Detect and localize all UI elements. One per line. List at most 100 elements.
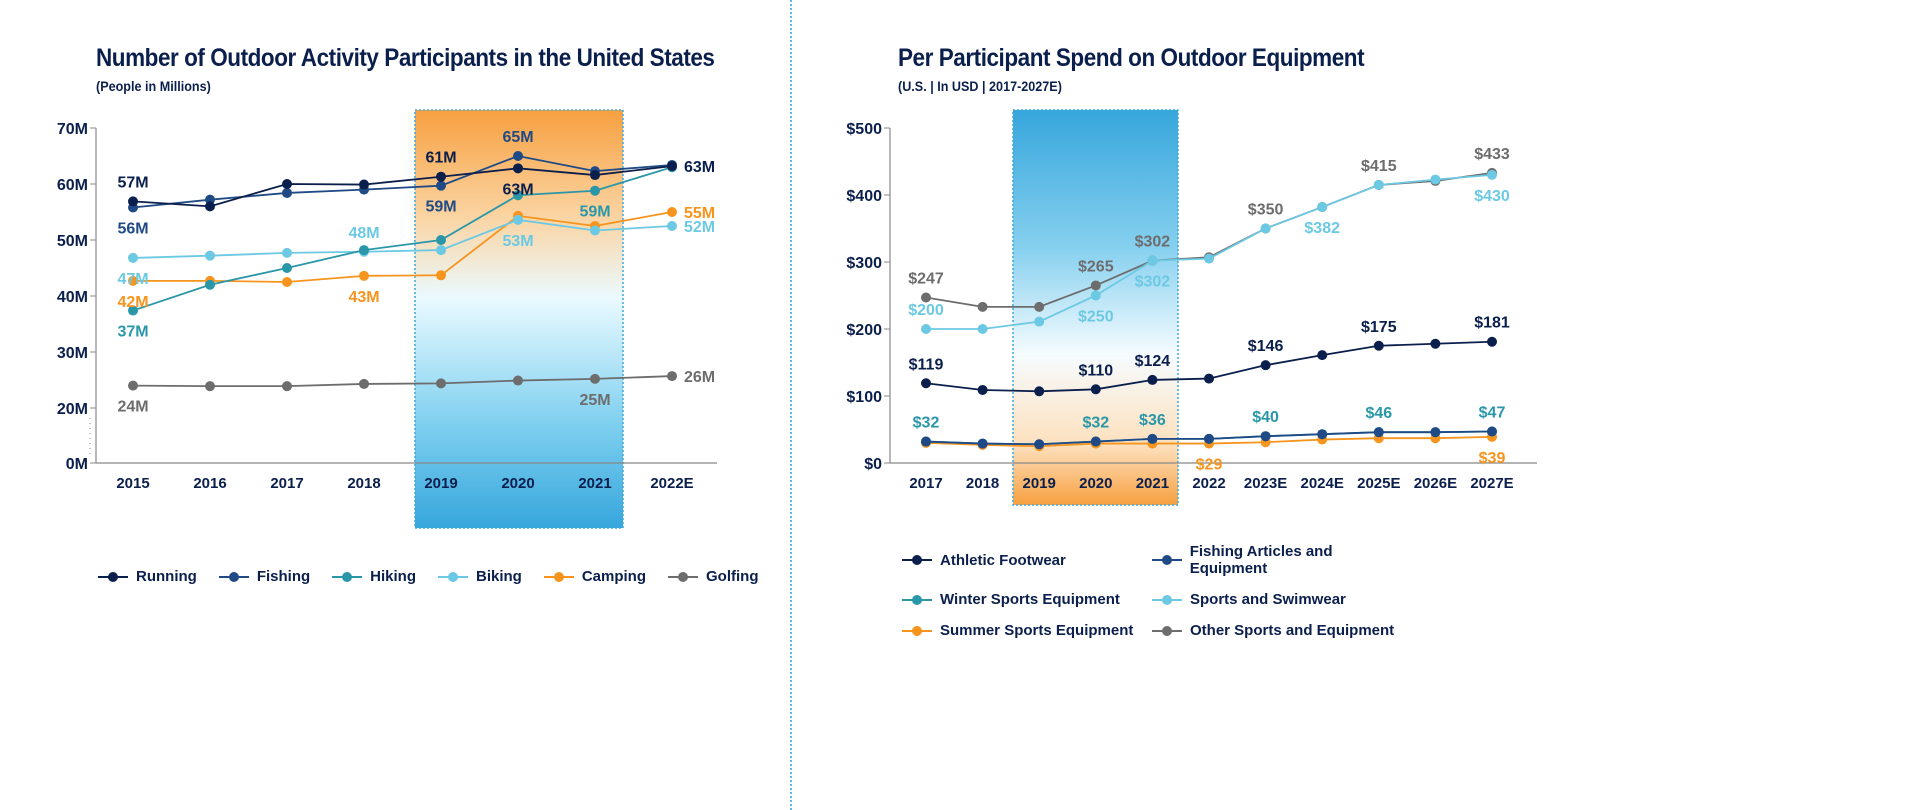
legend-swatch-icon [218, 571, 249, 583]
left-y-tick-label: 40M [57, 289, 88, 306]
right-data-label: $175 [1361, 319, 1397, 336]
right-data-point [921, 324, 931, 334]
right-data-label: $124 [1135, 353, 1171, 370]
right-data-label: $146 [1248, 338, 1284, 355]
right-data-point [977, 324, 988, 334]
right-x-tick-label: 2021 [1136, 475, 1169, 492]
left-series-line-running [132, 165, 673, 208]
right-data-label: $415 [1361, 158, 1397, 175]
right-data-label: $32 [913, 415, 940, 432]
legend-label: Fishing [256, 568, 311, 585]
right-data-label: $32 [1082, 415, 1109, 432]
left-y-tick-label: 20M [57, 401, 88, 418]
left-data-point [667, 221, 677, 231]
right-data-point [977, 384, 988, 395]
left-y-tick-label: 70M [57, 121, 88, 138]
left-y-tick-label: 50M [57, 233, 88, 250]
left-data-label: 43M [348, 289, 379, 306]
right-data-point [1034, 439, 1045, 450]
left-data-point [436, 171, 446, 182]
left-data-label: 26M [684, 369, 715, 386]
legend-swatch-icon [1152, 554, 1182, 566]
legend-item: Hiking [332, 568, 416, 585]
left-x-tick-label: 2019 [424, 475, 457, 492]
left-data-label: 37M [117, 324, 148, 341]
legend-swatch-icon [543, 571, 574, 583]
right-data-point [1373, 179, 1384, 190]
right-data-label: $110 [1078, 362, 1113, 379]
left-y-tick-label: 0M [66, 456, 88, 473]
right-data-point [1487, 169, 1497, 180]
left-data-label: 59M [425, 199, 456, 216]
legend-label: Summer Sports Equipment [940, 622, 1134, 639]
right-data-point [921, 436, 931, 447]
left-data-point [205, 201, 215, 212]
right-data-point [1090, 280, 1101, 291]
left-data-label: 59M [579, 204, 610, 221]
left-data-point [282, 179, 292, 189]
right-data-point [1317, 350, 1328, 361]
left-chart-title: Number of Outdoor Activity Participants … [96, 44, 715, 72]
left-y-tick-label: 60M [57, 177, 88, 194]
right-data-label: $47 [1479, 405, 1506, 422]
right-y-tick-label: $300 [846, 255, 882, 272]
right-y-tick-label: $0 [864, 456, 882, 473]
right-y-tick-label: $200 [846, 322, 882, 339]
right-data-label: $430 [1474, 188, 1510, 205]
left-data-point [205, 381, 215, 392]
right-data-point [977, 438, 988, 449]
right-chart-subtitle: (U.S. | In USD | 2017-2027E) [898, 78, 1062, 94]
right-x-tick-label: 2025E [1357, 475, 1400, 492]
legend-swatch-icon [902, 554, 932, 566]
legend-label: Other Sports and Equipment [1190, 622, 1395, 639]
left-data-label: 63M [502, 181, 533, 198]
right-x-tick-label: 2022 [1192, 475, 1225, 492]
left-data-point [436, 270, 446, 281]
right-series-line-sports-and-swimwear [926, 174, 1493, 330]
left-chart-legend: Running Fishing Hiking Biking Camping Golfing [98, 568, 759, 585]
right-data-point [1204, 253, 1214, 264]
right-chart-title: Per Participant Spend on Outdoor Equipme… [898, 44, 1365, 72]
left-data-point [128, 305, 138, 316]
legend-item: Fishing Articles and Equipment [1152, 543, 1412, 577]
right-data-point [1317, 202, 1328, 213]
legend-swatch-icon [332, 571, 363, 583]
right-data-point [1090, 384, 1101, 395]
right-data-label: $433 [1474, 146, 1510, 163]
legend-item: Golfing [668, 568, 759, 585]
legend-item: Other Sports and Equipment [1152, 622, 1412, 639]
left-data-label: 55M [684, 205, 715, 222]
right-y-tick-label: $100 [846, 389, 882, 406]
right-data-point [1430, 338, 1441, 349]
right-data-point [1373, 340, 1384, 351]
legend-swatch-icon [668, 571, 699, 583]
left-data-point [282, 247, 292, 258]
left-highlight-band [414, 109, 624, 529]
right-data-point [1034, 386, 1045, 397]
right-data-point [977, 301, 988, 312]
left-data-point [590, 225, 600, 236]
left-data-label: 52M [684, 219, 715, 236]
left-data-label: 53M [502, 233, 533, 250]
left-data-label: 56M [117, 221, 148, 238]
left-series-line-fishing [132, 155, 673, 209]
left-data-point [359, 378, 369, 389]
right-x-tick-label: 2023E [1244, 475, 1287, 492]
right-data-point [1430, 427, 1441, 438]
legend-item: Winter Sports Equipment [902, 591, 1152, 608]
left-data-label: 57M [117, 174, 148, 191]
right-series-line-other-sports-and-equipment [925, 171, 1493, 308]
left-data-point [513, 190, 523, 201]
right-data-point [1260, 360, 1271, 371]
left-data-point [667, 161, 677, 172]
legend-label: Running [136, 568, 197, 585]
left-chart-subtitle: (People in Millions) [96, 78, 211, 94]
left-data-point [282, 263, 292, 273]
right-data-label: $181 [1474, 315, 1510, 332]
legend-item: Fishing [218, 568, 311, 585]
right-x-tick-label: 2020 [1079, 475, 1112, 492]
right-x-tick-label: 2024E [1301, 475, 1344, 492]
right-data-label: $39 [1479, 450, 1506, 467]
left-data-point [667, 371, 677, 382]
